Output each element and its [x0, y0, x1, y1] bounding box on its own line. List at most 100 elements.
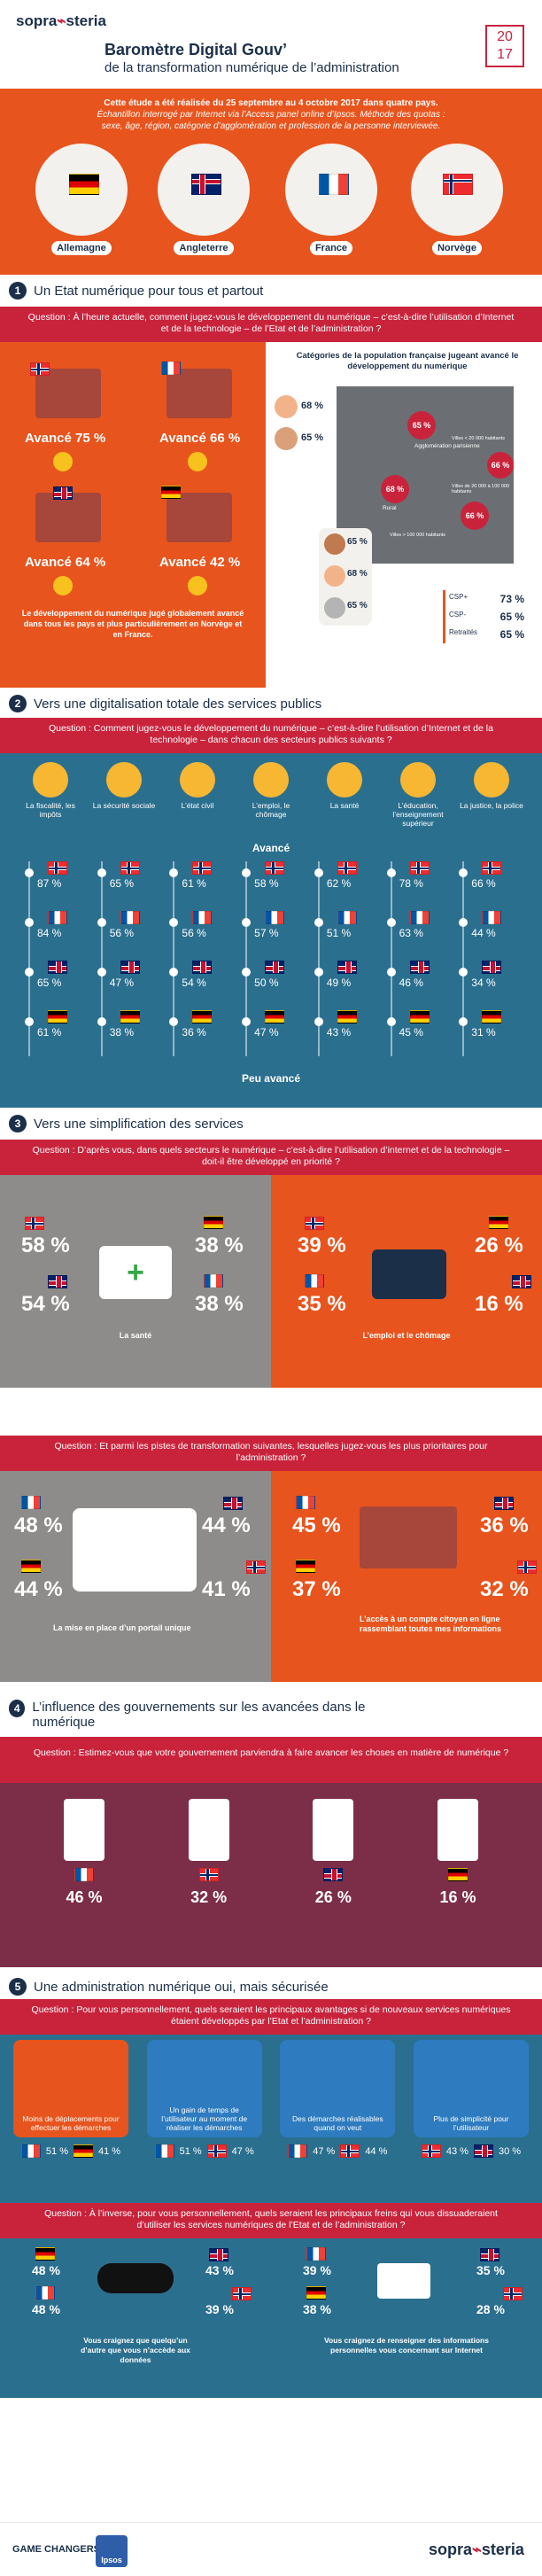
sector-item: L’emploi, le chômage: [238, 762, 304, 833]
urban-bubble: 65 %: [407, 411, 436, 440]
advantage-value: 44 %: [365, 2145, 388, 2157]
section-number: 3: [9, 1115, 27, 1132]
page-title: Baromètre Digital Gouv’: [105, 41, 288, 58]
section-title: L’influence des gouvernements sur les av…: [32, 1700, 366, 1730]
country-label: Norvège: [431, 241, 483, 255]
sector-dot: [242, 868, 252, 877]
sector-icon: [33, 762, 68, 798]
sector-label: L’éducation, l’enseignement supérieur: [392, 801, 444, 828]
sector-label: La justice, la police: [460, 801, 523, 810]
young-value: 68 %: [301, 401, 324, 411]
section-5-question-1: Question : Pour vous personnellement, qu…: [0, 1999, 542, 2035]
header: sopra⌁steria Baromètre Digital Gouv’ de …: [0, 0, 542, 89]
france-flag-icon: [296, 1496, 315, 1509]
fear1-label: Vous craignez que quelqu’un d’autre que …: [81, 2336, 190, 2364]
advantage-item: Moins de déplacements pour effectuer les…: [9, 2040, 133, 2199]
flag-icon: [154, 2144, 174, 2158]
building-germany: [166, 493, 232, 542]
sector-value: 43 %: [326, 1026, 352, 1039]
flag-icon: [20, 2144, 41, 2158]
advantage-label: Un gain de temps de l’utilisateur au mom…: [161, 2105, 248, 2132]
intro-panel: Cette étude a été réalisée du 25 septemb…: [0, 89, 542, 275]
sector-dot: [386, 918, 396, 927]
rural-bubble: 68 %: [381, 475, 409, 503]
flag-icon: [192, 861, 213, 875]
sector-dot: [169, 968, 179, 977]
norway-flag-icon: [305, 1217, 324, 1231]
sector-dot: [386, 868, 396, 877]
flag-icon: [48, 1010, 67, 1023]
year-top: 20: [497, 29, 513, 44]
sector-icon: [180, 762, 215, 798]
fear1-uk: 43 %: [205, 2263, 234, 2277]
sector-value: 58 %: [254, 877, 279, 890]
sector-dot: [314, 868, 323, 877]
section-1-map-panel: Catégories de la population française ju…: [266, 342, 542, 688]
thumbs-up-icon: [313, 1799, 354, 1861]
germany-flag-icon: [35, 2247, 55, 2261]
sector-axis: [28, 861, 30, 1056]
smiley-icon: [188, 576, 207, 595]
section-2-question: Question : Comment jugez-vous le dévelop…: [0, 718, 542, 753]
smiley-icon: [53, 452, 73, 471]
account-norway: 32 %: [480, 1577, 529, 1601]
sector-dot: [25, 1017, 34, 1026]
flag-icon: [409, 911, 430, 924]
advantage-item: Des démarches réalisables quand on veut 4…: [275, 2040, 399, 2199]
sector-icon: [327, 762, 362, 798]
account-label: L’accès à un compte citoyen en ligne ras…: [360, 1615, 502, 1633]
sector-value: 56 %: [182, 927, 206, 939]
job-france: 35 %: [298, 1292, 346, 1316]
sector-item: L’état civil: [165, 762, 230, 833]
government-item: 32 %: [178, 1799, 240, 1950]
sector-item: La fiscalité, les impôts: [18, 762, 83, 833]
country-uk: [158, 144, 250, 236]
country-norway: [411, 144, 503, 236]
intro-line-3: sexe, âge, région, catégorie d’aggloméra…: [101, 121, 441, 131]
flag-icon: [265, 861, 285, 875]
sector-value: 65 %: [109, 877, 135, 890]
country-germany: [35, 144, 128, 236]
advantage-label: Des démarches réalisables quand on veut: [292, 2114, 383, 2132]
page-subtitle: de la transformation numérique de l’admi…: [105, 60, 399, 75]
uk-flag-icon: [209, 2248, 228, 2262]
norway-flag-icon: [246, 1560, 267, 1575]
sopra-steria-logo: sopra⌁steria: [429, 2541, 524, 2558]
germany-flag-icon: [161, 486, 181, 499]
avatar: [275, 395, 298, 418]
flag-icon: [482, 911, 502, 924]
country-label: Angleterre: [174, 241, 234, 255]
government-row: 46 % 32 % 26 % 16 %: [53, 1799, 489, 1950]
retired-label: Retraités: [449, 628, 478, 636]
sector-value: 87 %: [37, 877, 62, 890]
flag-icon: [288, 2144, 308, 2158]
sector-value: 46 %: [399, 977, 423, 989]
flag-icon: [447, 1868, 468, 1881]
flag-icon: [409, 961, 430, 974]
csp-plus-label: CSP+: [449, 593, 468, 601]
france-flag-icon: [306, 2247, 326, 2261]
section-1-conclusion: Le développement du numérique jugé globa…: [21, 609, 244, 639]
sector-dot: [242, 918, 252, 927]
sector-dot: [459, 868, 468, 877]
flag-icon: [192, 961, 213, 974]
government-item: 26 %: [302, 1799, 364, 1950]
flag-icon: [337, 911, 357, 924]
briefcase-icon: [372, 1249, 446, 1299]
section-title: Une administration numérique oui, mais s…: [34, 1979, 329, 1995]
intro-line-2: Échantillon interrogé par Internet via l…: [97, 110, 445, 120]
flag-icon: [48, 861, 67, 875]
sector-dot: [25, 968, 34, 977]
flag-icon: [265, 911, 285, 924]
sector-axis: [390, 861, 392, 1056]
sector-item: L’éducation, l’enseignement supérieur: [385, 762, 451, 833]
sector-item: La sécurité sociale: [91, 762, 157, 833]
uk-flag-icon: [512, 1275, 532, 1289]
sector-dot: [97, 918, 106, 927]
country-france: [285, 144, 377, 236]
sector-dot: [97, 968, 106, 977]
flag-icon: [192, 1010, 213, 1023]
france-flag-icon: [305, 1274, 324, 1288]
sector-value: 62 %: [326, 877, 352, 890]
sector-label: L’état civil: [181, 801, 214, 810]
